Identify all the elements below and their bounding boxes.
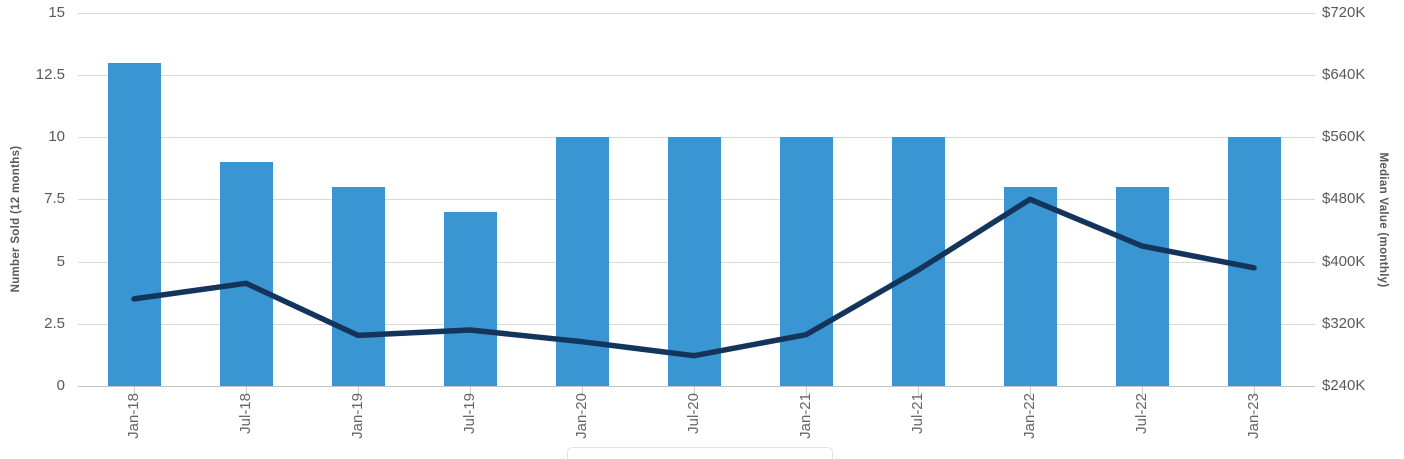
x-axis-label-Jan-23: Jan-23 — [1245, 393, 1262, 439]
bar-Jan-21 — [779, 137, 833, 386]
right-axis-tick-$320K: $320K — [1322, 314, 1366, 332]
x-axis-label-Jan-18: Jan-18 — [125, 393, 142, 439]
right-axis-tick-$720K: $720K — [1322, 3, 1366, 21]
bar-Jul-18 — [219, 162, 273, 386]
right-axis-tick-$560K: $560K — [1322, 128, 1366, 146]
bar-Jul-19 — [443, 211, 497, 386]
x-axis-label-Jan-19: Jan-19 — [349, 393, 366, 439]
right-axis-tick-$400K: $400K — [1322, 252, 1366, 270]
x-axis-label-Jul-18: Jul-18 — [237, 393, 254, 434]
left-axis-tick-10: 10 — [48, 128, 65, 146]
x-axis-tick-Jan-18 — [134, 387, 135, 396]
left-axis-tick-15: 15 — [48, 3, 65, 21]
left-axis-tick-12.5: 12.5 — [35, 65, 65, 83]
bar-Jan-20 — [555, 137, 609, 386]
x-axis-label-Jul-22: Jul-22 — [1133, 393, 1150, 434]
x-axis-tick-Jul-21 — [918, 387, 919, 396]
x-axis-tick-Jul-20 — [694, 387, 695, 396]
left-axis-title: Number Sold (12 months) — [10, 145, 22, 293]
x-axis-label-Jul-19: Jul-19 — [461, 393, 478, 434]
x-axis-tick-Jan-21 — [806, 387, 807, 396]
x-axis-label-Jul-21: Jul-21 — [909, 393, 926, 434]
x-axis-tick-Jan-20 — [582, 387, 583, 396]
x-axis-tick-Jul-19 — [470, 387, 471, 396]
bar-Jan-19 — [331, 186, 385, 386]
x-axis-tick-Jul-18 — [246, 387, 247, 396]
bar-Jul-22 — [1115, 186, 1169, 386]
x-axis-label-Jul-20: Jul-20 — [685, 393, 702, 434]
right-axis-tick-$240K: $240K — [1322, 377, 1366, 394]
x-axis-tick-Jul-22 — [1142, 387, 1143, 396]
legend-box-partial — [567, 447, 833, 459]
left-axis-tick-5: 5 — [56, 252, 65, 270]
x-axis-label-Jan-21: Jan-21 — [797, 393, 814, 439]
gridline-15 — [78, 12, 1315, 14]
x-axis-tick-Jan-22 — [1030, 387, 1031, 396]
left-axis-tick-7.5: 7.5 — [44, 190, 65, 208]
x-axis-label-Jan-22: Jan-22 — [1021, 393, 1038, 439]
bar-Jan-23 — [1227, 137, 1281, 386]
x-axis-tick-Jan-23 — [1254, 387, 1255, 396]
gridline-12.5 — [78, 74, 1315, 76]
x-axis-tick-Jan-19 — [358, 387, 359, 396]
right-axis-title: Median Value (monthly) — [1377, 152, 1389, 288]
right-axis-tick-$480K: $480K — [1322, 190, 1366, 208]
x-axis-label-Jan-20: Jan-20 — [573, 393, 590, 439]
bar-Jan-18 — [107, 62, 161, 386]
bar-Jul-20 — [667, 137, 721, 386]
bar-Jul-21 — [891, 137, 945, 386]
left-axis-tick-0: 0 — [56, 377, 65, 394]
bar-Jan-22 — [1003, 186, 1057, 386]
gridline-0 — [78, 386, 1315, 387]
right-axis-tick-$640K: $640K — [1322, 65, 1366, 83]
left-axis-tick-2.5: 2.5 — [44, 314, 65, 332]
